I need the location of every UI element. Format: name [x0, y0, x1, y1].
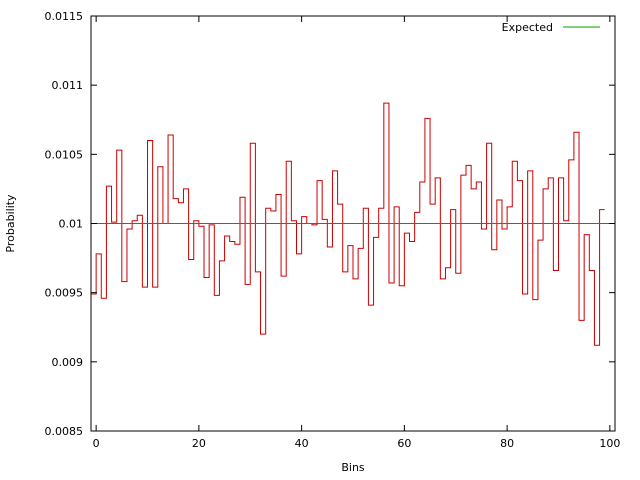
y-tick-label: 0.01: [59, 218, 84, 231]
legend: Expected: [502, 21, 600, 34]
x-tick-label: 80: [500, 437, 514, 450]
y-tick-label: 0.0115: [45, 10, 84, 23]
y-tick-label: 0.0105: [45, 148, 84, 161]
y-tick-label: 0.011: [52, 79, 84, 92]
x-tick-label: 100: [599, 437, 620, 450]
x-tick-label: 60: [397, 437, 411, 450]
ticks-layer: [91, 15, 615, 432]
x-tick-label: 40: [295, 437, 309, 450]
y-tick-label: 0.0095: [45, 287, 84, 300]
y-tick-label: 0.0085: [45, 425, 84, 438]
legend-label-expected: Expected: [502, 21, 553, 34]
histogram-step-line: [91, 102, 605, 346]
x-tick-label: 20: [192, 437, 206, 450]
y-axis-title: Probability: [4, 194, 17, 253]
x-tick-label: 0: [93, 437, 100, 450]
series-layer: [91, 102, 615, 346]
x-axis-title: Bins: [341, 461, 365, 474]
y-tick-label: 0.009: [52, 356, 84, 369]
tick-labels: 0 20 40 60 80 100 0.0085 0.009 0.0095 0.01 0.0105 0…: [45, 10, 621, 450]
